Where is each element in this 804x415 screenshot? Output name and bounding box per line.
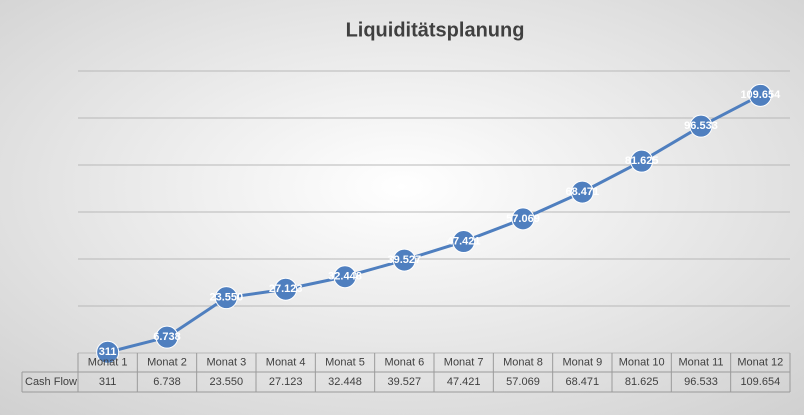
- data-label: 6.738: [153, 331, 181, 343]
- marker: [570, 180, 594, 204]
- x-tick-label: Monat 1: [88, 356, 128, 368]
- table-value: 81.625: [625, 376, 659, 388]
- table-value: 23.550: [210, 376, 244, 388]
- data-label: 81.625: [625, 155, 659, 167]
- marker: [274, 277, 298, 301]
- marker: [333, 265, 357, 289]
- data-label: 39.527: [388, 254, 422, 266]
- table-value: 68.471: [566, 376, 600, 388]
- x-tick-label: Monat 7: [444, 356, 484, 368]
- marker: [511, 207, 535, 231]
- table-value: 57.069: [506, 376, 540, 388]
- x-tick-label: Monat 4: [266, 356, 306, 368]
- data-label: 27.123: [269, 283, 303, 295]
- table-value: 27.123: [269, 376, 303, 388]
- table-value: 109.654: [740, 376, 780, 388]
- data-label: 109.654: [740, 89, 781, 101]
- x-tick-label: Monat 5: [325, 356, 365, 368]
- table-value: 96.533: [684, 376, 718, 388]
- data-label: 57.069: [506, 213, 540, 225]
- x-tick-label: Monat 12: [737, 356, 783, 368]
- marker: [155, 325, 179, 349]
- x-tick-label: Monat 3: [206, 356, 246, 368]
- data-label: 68.471: [566, 186, 600, 198]
- x-tick-label: Monat 8: [503, 356, 543, 368]
- data-label: 96.533: [684, 120, 718, 132]
- table-value: 39.527: [388, 376, 422, 388]
- data-label: 311: [99, 346, 117, 358]
- marker: [630, 149, 654, 173]
- marker: [689, 114, 713, 138]
- table-value: 32.448: [328, 376, 362, 388]
- marker: [392, 248, 416, 272]
- data-label: 23.550: [210, 292, 244, 304]
- marker: [748, 83, 772, 107]
- table-value: 311: [99, 376, 117, 388]
- marker: [96, 340, 120, 364]
- legend-label: Cash Flow: [25, 376, 77, 388]
- table-value: 6.738: [153, 376, 181, 388]
- chart-title: Liquiditätsplanung: [346, 19, 525, 41]
- marker: [452, 230, 476, 254]
- x-tick-label: Monat 6: [384, 356, 424, 368]
- x-tick-label: Monat 9: [562, 356, 602, 368]
- data-label: 32.448: [328, 271, 362, 283]
- x-tick-label: Monat 10: [619, 356, 665, 368]
- data-label: 47.421: [447, 235, 481, 247]
- x-tick-label: Monat 2: [147, 356, 187, 368]
- table-value: 47.421: [447, 376, 481, 388]
- marker: [214, 286, 238, 310]
- x-tick-label: Monat 11: [678, 356, 723, 368]
